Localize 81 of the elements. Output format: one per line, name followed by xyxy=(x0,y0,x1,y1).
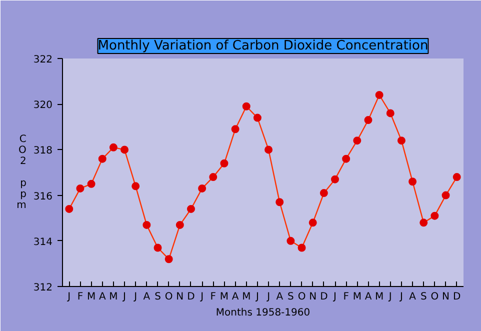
point xyxy=(375,90,384,99)
x-tick-label: S xyxy=(288,292,294,302)
x-tick-label: A xyxy=(409,292,416,302)
point xyxy=(430,212,439,220)
x-tick-label: N xyxy=(309,292,317,302)
point xyxy=(276,198,284,206)
x-tick-label: A xyxy=(276,292,284,302)
x-tick-label: N xyxy=(176,292,184,302)
y-tick-label: 314 xyxy=(33,236,53,248)
point xyxy=(331,175,340,184)
point xyxy=(176,220,184,229)
point xyxy=(298,244,306,252)
point xyxy=(397,136,406,145)
x-tick-label: J xyxy=(254,292,259,302)
point xyxy=(442,191,450,200)
chart-title: Monthly Variation of Carbon Dioxide Concentration xyxy=(98,38,428,54)
x-tick-label: A xyxy=(232,292,239,302)
x-tick-label: J xyxy=(398,292,403,302)
point xyxy=(65,204,74,213)
point xyxy=(253,114,262,122)
point xyxy=(452,173,461,182)
x-axis-title: Months 1958-1960 xyxy=(216,308,310,318)
point xyxy=(342,154,350,163)
x-tick-label: F xyxy=(77,292,84,302)
x-tick-label: J xyxy=(122,292,126,302)
point xyxy=(286,236,295,245)
point xyxy=(353,136,362,145)
x-tick-label: J xyxy=(332,292,336,302)
x-tick-label: F xyxy=(343,292,350,302)
point xyxy=(264,146,273,154)
x-tick-label: M xyxy=(109,292,118,302)
x-tick-label: J xyxy=(388,292,392,302)
point xyxy=(209,173,218,182)
y-tick-label: 320 xyxy=(33,100,53,112)
x-tick-label: A xyxy=(364,292,372,302)
point xyxy=(420,218,428,227)
x-tick-label: M xyxy=(242,292,251,302)
point xyxy=(120,146,129,154)
y-tick-label: 312 xyxy=(33,282,53,294)
x-tick-label: D xyxy=(453,292,462,302)
x-tick-label: M xyxy=(86,292,96,302)
x-tick-label: M xyxy=(352,292,362,302)
point xyxy=(408,178,417,186)
point xyxy=(109,143,118,152)
y-axis-title: CO2 ppm xyxy=(16,134,27,211)
x-tick-label: A xyxy=(98,292,106,302)
x-tick-label: O xyxy=(430,292,439,302)
point xyxy=(87,180,96,188)
x-tick-label: A xyxy=(143,292,150,302)
point xyxy=(231,125,240,134)
x-tick-label: M xyxy=(375,292,384,302)
x-tick-label: O xyxy=(164,292,173,302)
x-tick-label: O xyxy=(298,292,306,302)
x-tick-label: F xyxy=(210,292,216,302)
point xyxy=(320,189,328,198)
x-tick-label: D xyxy=(320,292,328,302)
point xyxy=(154,244,162,252)
x-tick-label: S xyxy=(154,292,161,302)
point xyxy=(308,218,317,227)
x-tick-label: M xyxy=(220,292,229,302)
point xyxy=(186,204,195,213)
y-tick-label: 318 xyxy=(33,146,53,157)
x-tick-label: N xyxy=(442,292,450,302)
x-tick-label: J xyxy=(66,292,71,302)
x-tick-label: J xyxy=(200,292,204,302)
x-tick-label: S xyxy=(420,292,427,302)
point xyxy=(132,182,140,190)
x-tick-label: D xyxy=(187,292,196,302)
y-tick-label: 322 xyxy=(33,54,53,66)
point xyxy=(142,220,151,229)
point xyxy=(164,255,173,264)
x-tick-label: J xyxy=(133,292,138,302)
x-tick-label: J xyxy=(266,292,270,302)
point xyxy=(98,154,106,163)
y-tick-label: 316 xyxy=(33,191,53,202)
point xyxy=(364,116,372,124)
point xyxy=(242,102,250,110)
point xyxy=(220,159,228,168)
point xyxy=(386,109,394,118)
point xyxy=(198,184,206,192)
point xyxy=(76,184,84,192)
